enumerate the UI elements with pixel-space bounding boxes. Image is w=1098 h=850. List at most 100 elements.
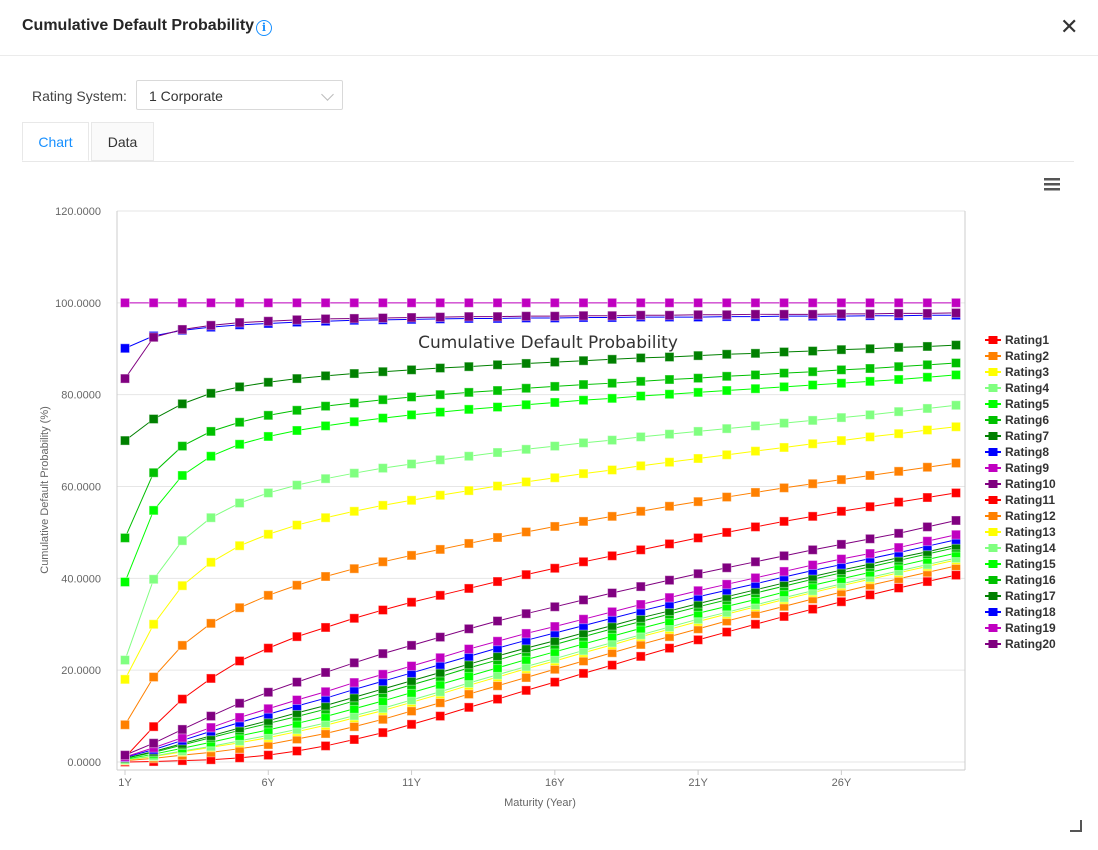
- legend-label: Rating9: [1005, 461, 1049, 475]
- series-line: [124, 559, 957, 761]
- legend-marker: [988, 336, 998, 344]
- data-point: [349, 313, 360, 324]
- legend-item[interactable]: Rating7: [985, 429, 1049, 443]
- data-point: [320, 667, 331, 678]
- series-line: [124, 534, 957, 758]
- data-point: [893, 528, 904, 539]
- legend-marker: [988, 464, 998, 472]
- data-point: [721, 562, 732, 573]
- legend-item[interactable]: Rating2: [985, 349, 1049, 363]
- legend-item[interactable]: Rating15: [985, 557, 1056, 571]
- info-circle-icon[interactable]: i: [256, 20, 272, 36]
- data-point: [320, 728, 331, 739]
- data-point: [291, 314, 302, 325]
- legend-label: Rating5: [1005, 397, 1049, 411]
- data-point: [320, 370, 331, 381]
- data-point: [521, 311, 532, 322]
- legend-marker: [988, 544, 998, 552]
- data-point: [521, 569, 532, 580]
- close-icon[interactable]: ✕: [1060, 14, 1079, 39]
- data-point: [664, 592, 675, 603]
- legend-item[interactable]: Rating14: [985, 541, 1056, 555]
- data-point: [836, 539, 847, 550]
- data-point: [377, 463, 388, 474]
- series-line: [124, 362, 957, 539]
- data-point: [177, 398, 188, 409]
- data-point: [234, 540, 245, 551]
- legend-label: Rating10: [1005, 477, 1056, 491]
- data-point: [205, 426, 216, 437]
- series-rating9: [120, 297, 961, 308]
- data-point: [406, 640, 417, 651]
- data-point: [320, 420, 331, 431]
- data-point: [435, 697, 446, 708]
- legend-item[interactable]: Rating17: [985, 589, 1056, 603]
- legend-item[interactable]: Rating10: [985, 477, 1056, 491]
- legend-item[interactable]: Rating12: [985, 509, 1056, 523]
- data-point: [435, 711, 446, 722]
- series-rating2: [120, 458, 961, 730]
- data-point: [779, 309, 790, 320]
- tab-chart[interactable]: Chart: [22, 122, 89, 161]
- series-rating5: [120, 369, 961, 588]
- hamburger-menu-icon[interactable]: [1044, 178, 1060, 191]
- data-point: [406, 297, 417, 308]
- legend-item[interactable]: Rating19: [985, 621, 1056, 635]
- data-point: [635, 376, 646, 387]
- data-point: [922, 576, 933, 587]
- data-point: [234, 602, 245, 613]
- data-point: [721, 385, 732, 396]
- data-point: [177, 470, 188, 481]
- data-point: [664, 429, 675, 440]
- legend-item[interactable]: Rating1: [985, 333, 1049, 347]
- data-point: [177, 535, 188, 546]
- legend-item[interactable]: Rating3: [985, 365, 1049, 379]
- data-point: [549, 677, 560, 688]
- data-point: [807, 346, 818, 357]
- legend-item[interactable]: Rating11: [985, 493, 1055, 507]
- legend-item[interactable]: Rating5: [985, 397, 1049, 411]
- data-point: [492, 359, 503, 370]
- data-point: [406, 495, 417, 506]
- data-point: [377, 366, 388, 377]
- data-point: [893, 542, 904, 553]
- data-point: [521, 672, 532, 683]
- data-point: [263, 643, 274, 654]
- legend-label: Rating4: [1005, 381, 1049, 395]
- data-point: [721, 309, 732, 320]
- legend-item[interactable]: Rating8: [985, 445, 1049, 459]
- data-point: [607, 310, 618, 321]
- legend-item[interactable]: Rating4: [985, 381, 1049, 395]
- resize-handle-icon[interactable]: [1070, 820, 1082, 832]
- data-point: [406, 391, 417, 402]
- series-line: [124, 519, 957, 756]
- data-point: [865, 363, 876, 374]
- legend-item[interactable]: Rating18: [985, 605, 1056, 619]
- data-point: [205, 618, 216, 629]
- legend-item[interactable]: Rating13: [985, 525, 1056, 539]
- data-point: [320, 686, 331, 697]
- data-point: [148, 467, 159, 478]
- data-point: [492, 680, 503, 691]
- legend-item[interactable]: Rating16: [985, 573, 1056, 587]
- tab-data[interactable]: Data: [91, 122, 154, 161]
- legend-item[interactable]: Rating20: [985, 637, 1056, 651]
- data-point: [463, 702, 474, 713]
- tab-bar: Chart Data: [22, 122, 1074, 162]
- legend-item[interactable]: Rating9: [985, 461, 1049, 475]
- data-point: [177, 324, 188, 335]
- data-point: [578, 355, 589, 366]
- data-point: [893, 374, 904, 385]
- rating-system-select[interactable]: 1 Corporate: [136, 80, 343, 110]
- data-point: [349, 297, 360, 308]
- data-point: [578, 556, 589, 567]
- data-point: [349, 677, 360, 688]
- data-point: [377, 394, 388, 405]
- data-point: [922, 521, 933, 532]
- data-point: [836, 506, 847, 517]
- legend-item[interactable]: Rating6: [985, 413, 1049, 427]
- data-point: [807, 297, 818, 308]
- y-tick-label: 20.0000: [61, 665, 101, 677]
- data-point: [291, 405, 302, 416]
- legend-label: Rating7: [1005, 429, 1049, 443]
